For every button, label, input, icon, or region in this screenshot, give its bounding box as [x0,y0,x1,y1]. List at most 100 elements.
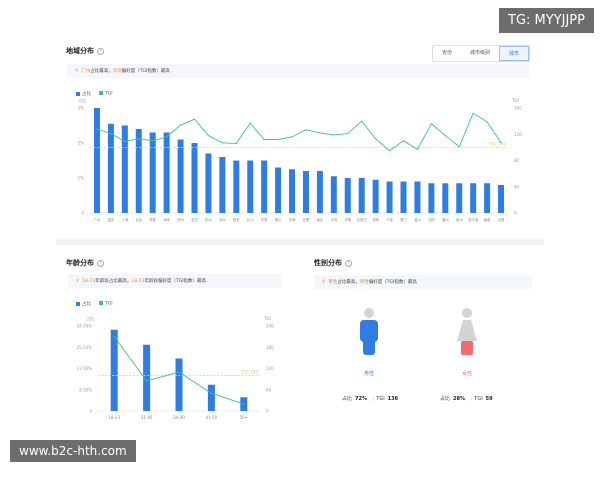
male-icon [360,308,378,355]
bar [175,358,183,411]
tgi-point [500,142,502,144]
age-chart: 占比 TGI 0 8.50% 17.00% 25.50% 34.00% 0 60 120 180 24… [77,315,274,420]
bar [247,160,254,213]
right-tick-label: 240 [266,324,274,329]
male-figure [358,308,380,358]
tip-highlight: 男性 [328,280,338,285]
bar [219,157,226,213]
bar [121,125,128,213]
bar [107,123,114,213]
tgi-point [430,123,432,125]
bar [93,108,100,213]
x-tick-label: 31-40 [141,415,153,420]
tgi-point [472,112,474,114]
x-tick-label: 杭州 [205,217,212,222]
tgi-point [458,146,460,148]
left-tick-label: 0 [89,409,92,414]
bar [149,132,156,213]
tip-highlight: 广州 [81,69,91,74]
x-tick-label: 成都 [149,217,156,222]
female-stats: 占比 28% | TGI 59 [440,396,493,402]
tgi-point [416,148,419,150]
left-tick-label: 8.50% [79,387,92,392]
left-tick-label: 34.00% [77,324,92,329]
help-icon[interactable]: ? [97,47,104,55]
legend-tgi[interactable]: TGI [99,301,113,307]
x-tick-label: 上海 [122,217,129,222]
tab-province[interactable]: 省份 [441,50,452,56]
bar [177,139,184,213]
tgi-point [179,124,182,126]
right-tick-label: 0 [266,409,269,414]
bar [205,153,212,213]
x-tick-label: 西安 [233,217,240,222]
tgi-point [249,122,251,124]
x-tick-label: 佛山 [275,217,282,222]
legend-share[interactable]: 占比 [76,301,91,307]
tgi-point [402,140,405,142]
tgi-point [152,140,154,142]
bar [330,176,337,213]
tgi-point [361,120,363,122]
x-tick-label: 合肥 [303,217,310,222]
region-title: 地域分布? [66,46,104,56]
x-tick-label: 厦门 [400,217,407,222]
tip-text: 占比最高， [337,280,360,285]
bar [372,179,379,213]
female-figure [456,308,478,358]
left-axis-title: 占比 [86,315,94,321]
tip-text: 年龄段偏好度（TGI指数）最高 [144,279,207,284]
bar [191,143,198,213]
left-tick-label: 0 [81,211,84,216]
tab-city-level[interactable]: 城市级别 [469,50,490,56]
legend-tgi[interactable]: TGI [99,91,113,97]
age-tip: ⚲ 18-23 年龄段占比最高， 18-23 年龄段偏好度（TGI指数）最高 [68,274,282,288]
tgi-point [375,138,377,140]
bar [135,129,142,213]
tgi-point [305,129,307,131]
age-title: 年龄分布? [66,258,104,268]
region-card: 地域分布? 省份 城市级别 城市 ⚲ 广州 占比最高， 深圳 偏好度（TGI指数）最高 … [60,40,540,236]
bar [428,183,435,213]
tab-city[interactable]: 城市 [498,46,529,61]
x-tick-label: 石家庄 [357,217,368,222]
age-legend: 占比 TGI [76,301,113,307]
right-tick-label: 120 [514,132,522,137]
x-tick-label: 重庆 [108,217,115,222]
bar [498,185,505,213]
x-tick-label: 广州 [94,217,101,222]
tgi-line [96,112,502,152]
bar [275,167,282,213]
right-tick-label: 60 [266,387,272,392]
x-tick-label: 武汉 [191,217,198,222]
x-tick-label: 福州 [442,217,449,222]
bar [289,169,296,213]
bar [207,384,215,411]
help-icon[interactable]: ? [345,259,352,267]
bar [456,183,463,213]
tgi-point [221,142,223,144]
bar [163,132,170,213]
bar [414,181,421,213]
region-tip: ⚲ 广州 占比最高， 深圳 偏好度（TGI指数）最高 [67,64,529,78]
tip-highlight: 深圳 [112,69,122,74]
tgi-point [319,132,321,134]
tgi-point [110,132,112,135]
x-tick-label: 济南 [344,217,351,222]
x-tick-label: 南京 [317,217,324,222]
tgi-point [243,403,245,405]
x-tick-label: 宁波 [386,217,393,222]
x-tick-label: 无锡 [498,217,505,222]
left-tick-label: 25.50% [77,345,92,350]
watermark-top: TG: MYYJJPP [499,8,594,33]
x-tick-label: 温州 [414,217,421,222]
section-divider [56,239,544,245]
tgi-point [333,134,335,136]
bar [358,178,365,213]
help-icon[interactable]: ? [97,259,104,267]
tip-text: 年龄段占比最高， [95,279,132,284]
right-tick-label: 120 [266,366,274,371]
left-tick-label: 1% [78,176,85,181]
legend-share[interactable]: 占比 [76,91,91,97]
tgi-point [486,121,488,123]
